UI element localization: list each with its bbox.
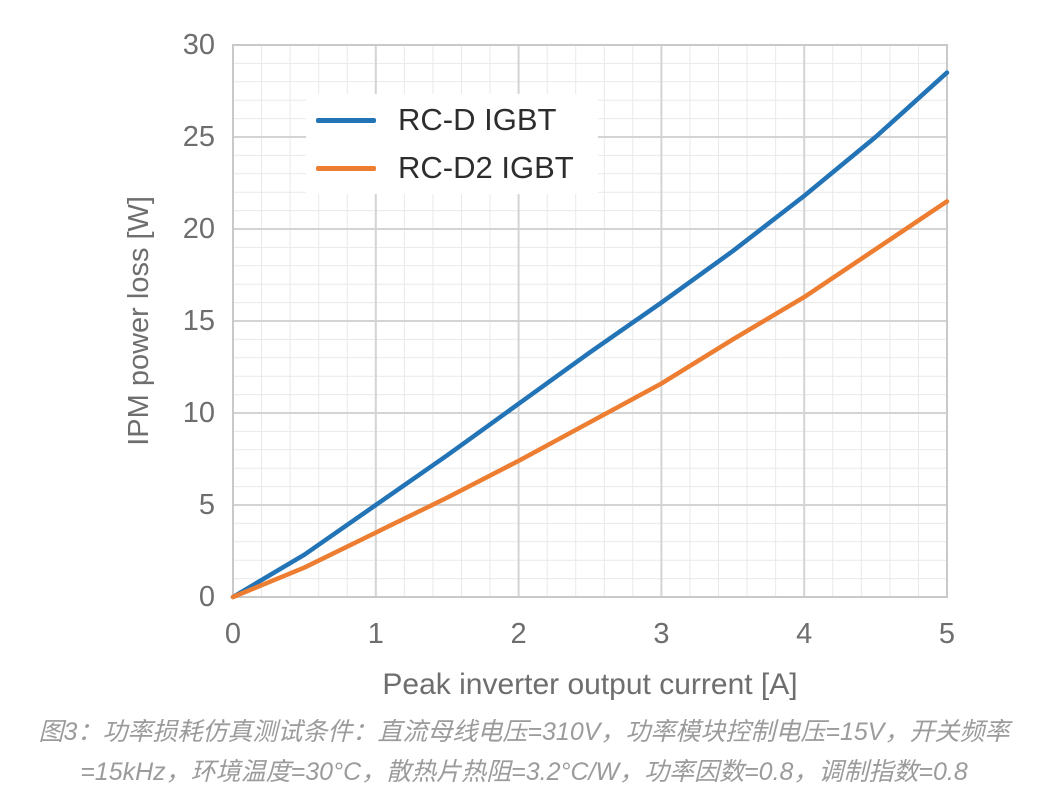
plot-border (232, 44, 948, 598)
series-line-rc-d2-igbt (230, 199, 950, 600)
figure-caption: 图3：功率损耗仿真测试条件：直流母线电压=310V，功率模块控制电压=15V，开… (0, 712, 1048, 792)
y-tick-label: 5 (198, 489, 215, 521)
x-tick-label: 1 (367, 618, 384, 650)
caption-line-1: 图3：功率损耗仿真测试条件：直流母线电压=310V，功率模块控制电压=15V，开… (38, 718, 1010, 746)
y-tick-label: 20 (182, 213, 215, 245)
caption-line-2: =15kHz，环境温度=30°C，散热片热阻=3.2°C/W，功率因数=0.8，… (80, 758, 968, 786)
x-tick-label: 5 (938, 618, 956, 650)
y-tick-label: 30 (182, 29, 215, 61)
series-line-rc-d-igbt (230, 70, 950, 600)
x-tick-label: 3 (653, 618, 670, 650)
y-tick-label: 0 (198, 581, 215, 613)
x-axis-title: Peak inverter output current [A] (382, 668, 798, 701)
x-tick-label: 2 (510, 618, 527, 650)
x-tick-label: 4 (796, 618, 813, 650)
data-series-lines (230, 70, 950, 600)
legend-swatch-orange-line (316, 165, 376, 171)
y-tick-label: 15 (182, 305, 215, 337)
x-tick-label: 0 (224, 618, 242, 650)
legend-item-rcd2-igbt: RC-D2 IGBT (316, 150, 588, 186)
y-tick-label: 25 (182, 121, 215, 153)
legend-item-rcd-igbt: RC-D IGBT (316, 102, 588, 138)
legend-label: RC-D2 IGBT (398, 150, 574, 185)
legend: RC-D IGBT RC-D2 IGBT (306, 94, 598, 194)
y-tick-label: 10 (182, 397, 215, 429)
legend-label: RC-D IGBT (398, 102, 557, 137)
legend-swatch-blue-line (316, 117, 376, 123)
